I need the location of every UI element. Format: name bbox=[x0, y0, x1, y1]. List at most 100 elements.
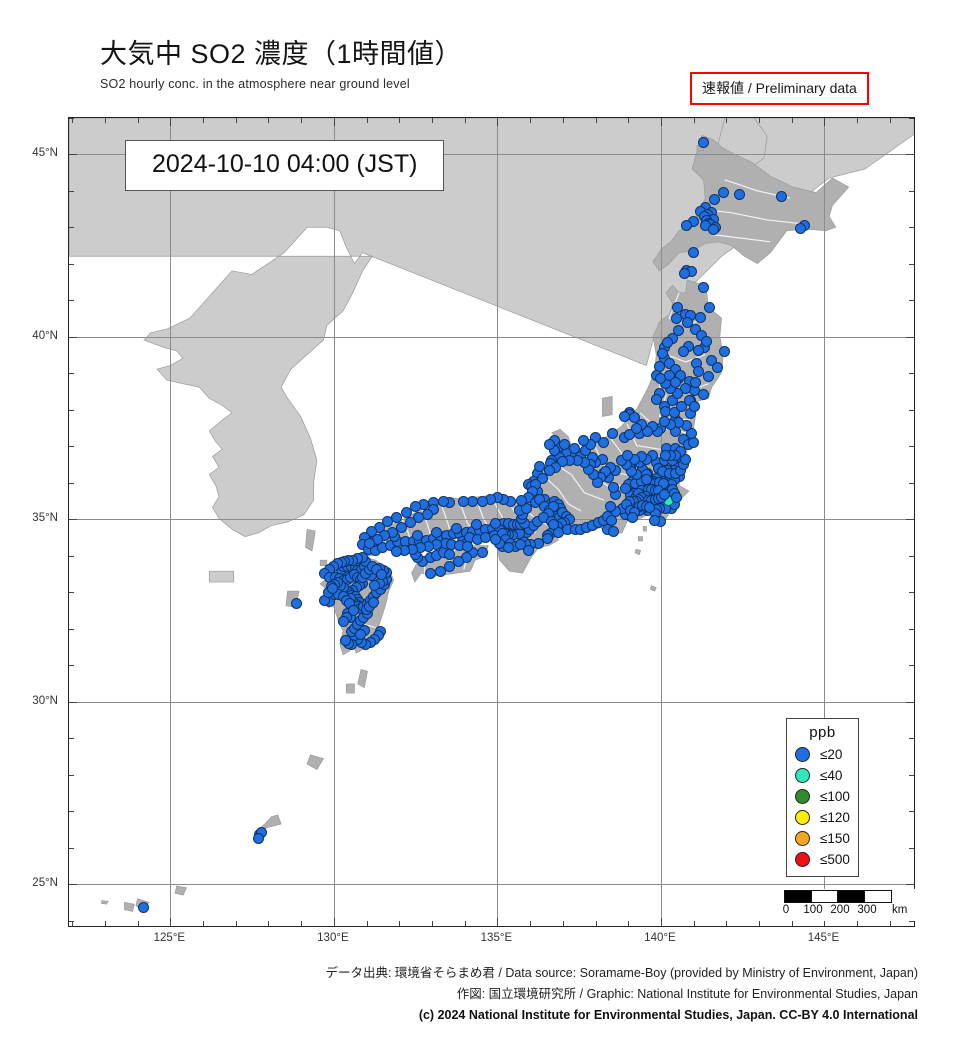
latitude-tick bbox=[69, 519, 77, 521]
longitude-tick bbox=[791, 921, 793, 926]
graticule-parallel bbox=[69, 701, 914, 703]
graticule-meridian bbox=[333, 118, 335, 926]
station-point bbox=[444, 548, 456, 560]
latitude-tick bbox=[69, 154, 77, 156]
station-point bbox=[688, 400, 700, 412]
station-point bbox=[558, 439, 570, 451]
station-point bbox=[678, 346, 690, 357]
station-point bbox=[470, 519, 482, 531]
station-point bbox=[568, 442, 580, 454]
station-point bbox=[451, 522, 463, 534]
station-point bbox=[462, 541, 474, 553]
station-point bbox=[658, 416, 670, 428]
station-point bbox=[608, 481, 619, 493]
station-point bbox=[290, 597, 302, 609]
station-point bbox=[477, 495, 489, 507]
longitude-tick-label: 125°E bbox=[153, 932, 186, 944]
legend-swatch-icon bbox=[795, 789, 810, 804]
latitude-tick bbox=[69, 665, 74, 667]
longitude-tick bbox=[660, 118, 662, 126]
station-point bbox=[467, 495, 479, 507]
longitude-tick bbox=[203, 921, 205, 926]
scale-bar-tick-label: 200 bbox=[830, 904, 850, 916]
legend-item[interactable]: ≤100 bbox=[795, 786, 850, 807]
legend-item[interactable]: ≤20 bbox=[795, 744, 850, 765]
station-point bbox=[697, 282, 709, 294]
station-point bbox=[663, 369, 675, 381]
longitude-tick bbox=[857, 118, 859, 123]
station-point bbox=[424, 567, 436, 579]
station-point bbox=[598, 437, 610, 449]
station-point bbox=[477, 547, 489, 559]
latitude-tick bbox=[909, 446, 914, 448]
latitude-tick-label: 40°N bbox=[32, 329, 58, 342]
station-point bbox=[671, 491, 683, 503]
longitude-tick bbox=[301, 118, 303, 123]
legend-item[interactable]: ≤40 bbox=[795, 765, 850, 786]
longitude-tick bbox=[889, 921, 891, 926]
legend-item[interactable]: ≤120 bbox=[795, 807, 850, 828]
latitude-tick bbox=[909, 665, 914, 667]
page-subtitle: SO2 hourly conc. in the atmosphere near … bbox=[100, 76, 410, 91]
latitude-tick bbox=[69, 920, 74, 922]
latitude-tick bbox=[69, 738, 74, 740]
latitude-tick bbox=[69, 701, 77, 703]
latitude-tick bbox=[906, 154, 914, 156]
station-point bbox=[452, 555, 464, 567]
station-point bbox=[717, 187, 729, 199]
station-point bbox=[697, 136, 709, 148]
station-point bbox=[657, 347, 669, 359]
latitude-tick bbox=[906, 519, 914, 521]
legend-item[interactable]: ≤500 bbox=[795, 849, 850, 870]
station-point bbox=[355, 628, 367, 640]
legend-item-label: ≤150 bbox=[820, 831, 850, 846]
longitude-tick bbox=[399, 118, 401, 123]
latitude-tick bbox=[69, 482, 74, 484]
longitude-tick bbox=[432, 118, 433, 123]
latitude-tick bbox=[909, 263, 914, 265]
longitude-tick bbox=[562, 118, 564, 123]
scale-bar-labels: km 0 100 200 300 bbox=[783, 904, 916, 920]
longitude-tick bbox=[889, 118, 891, 123]
legend-item[interactable]: ≤150 bbox=[795, 828, 850, 849]
latitude-tick bbox=[909, 300, 914, 302]
station-point bbox=[541, 532, 553, 544]
graticule-parallel bbox=[69, 154, 914, 156]
longitude-tick bbox=[104, 118, 106, 123]
station-point bbox=[695, 312, 707, 324]
longitude-tick bbox=[203, 118, 205, 123]
longitude-tick bbox=[268, 118, 270, 123]
station-point bbox=[434, 565, 446, 577]
latitude-tick bbox=[69, 811, 74, 813]
longitude-tick bbox=[432, 921, 433, 926]
longitude-tick bbox=[726, 118, 728, 123]
longitude-tick bbox=[333, 118, 335, 126]
station-point bbox=[503, 542, 515, 554]
legend-title: ppb bbox=[809, 724, 836, 741]
station-point bbox=[686, 428, 698, 440]
station-point bbox=[689, 377, 701, 389]
station-point bbox=[490, 533, 502, 545]
station-point bbox=[681, 316, 693, 328]
scale-bar-unit: km bbox=[892, 904, 908, 916]
station-point bbox=[688, 246, 700, 258]
graticule-meridian bbox=[170, 118, 172, 926]
scale-bar: km 0 100 200 300 bbox=[782, 889, 918, 921]
longitude-tick bbox=[104, 921, 106, 926]
latitude-tick bbox=[69, 628, 74, 630]
station-point bbox=[400, 506, 412, 518]
scale-bar-tick-label: 100 bbox=[803, 904, 823, 916]
longitude-tick bbox=[693, 921, 695, 926]
legend-item-label: ≤20 bbox=[820, 747, 843, 762]
station-point bbox=[348, 605, 359, 617]
latitude-tick bbox=[909, 628, 914, 630]
latitude-tick bbox=[909, 774, 914, 776]
latitude-tick bbox=[69, 263, 74, 265]
map-frame[interactable] bbox=[68, 117, 915, 927]
legend-item-label: ≤100 bbox=[820, 789, 850, 804]
station-point bbox=[363, 537, 375, 549]
station-point bbox=[411, 530, 423, 542]
station-point bbox=[366, 525, 377, 537]
station-point bbox=[776, 190, 788, 202]
latitude-tick bbox=[69, 847, 74, 849]
